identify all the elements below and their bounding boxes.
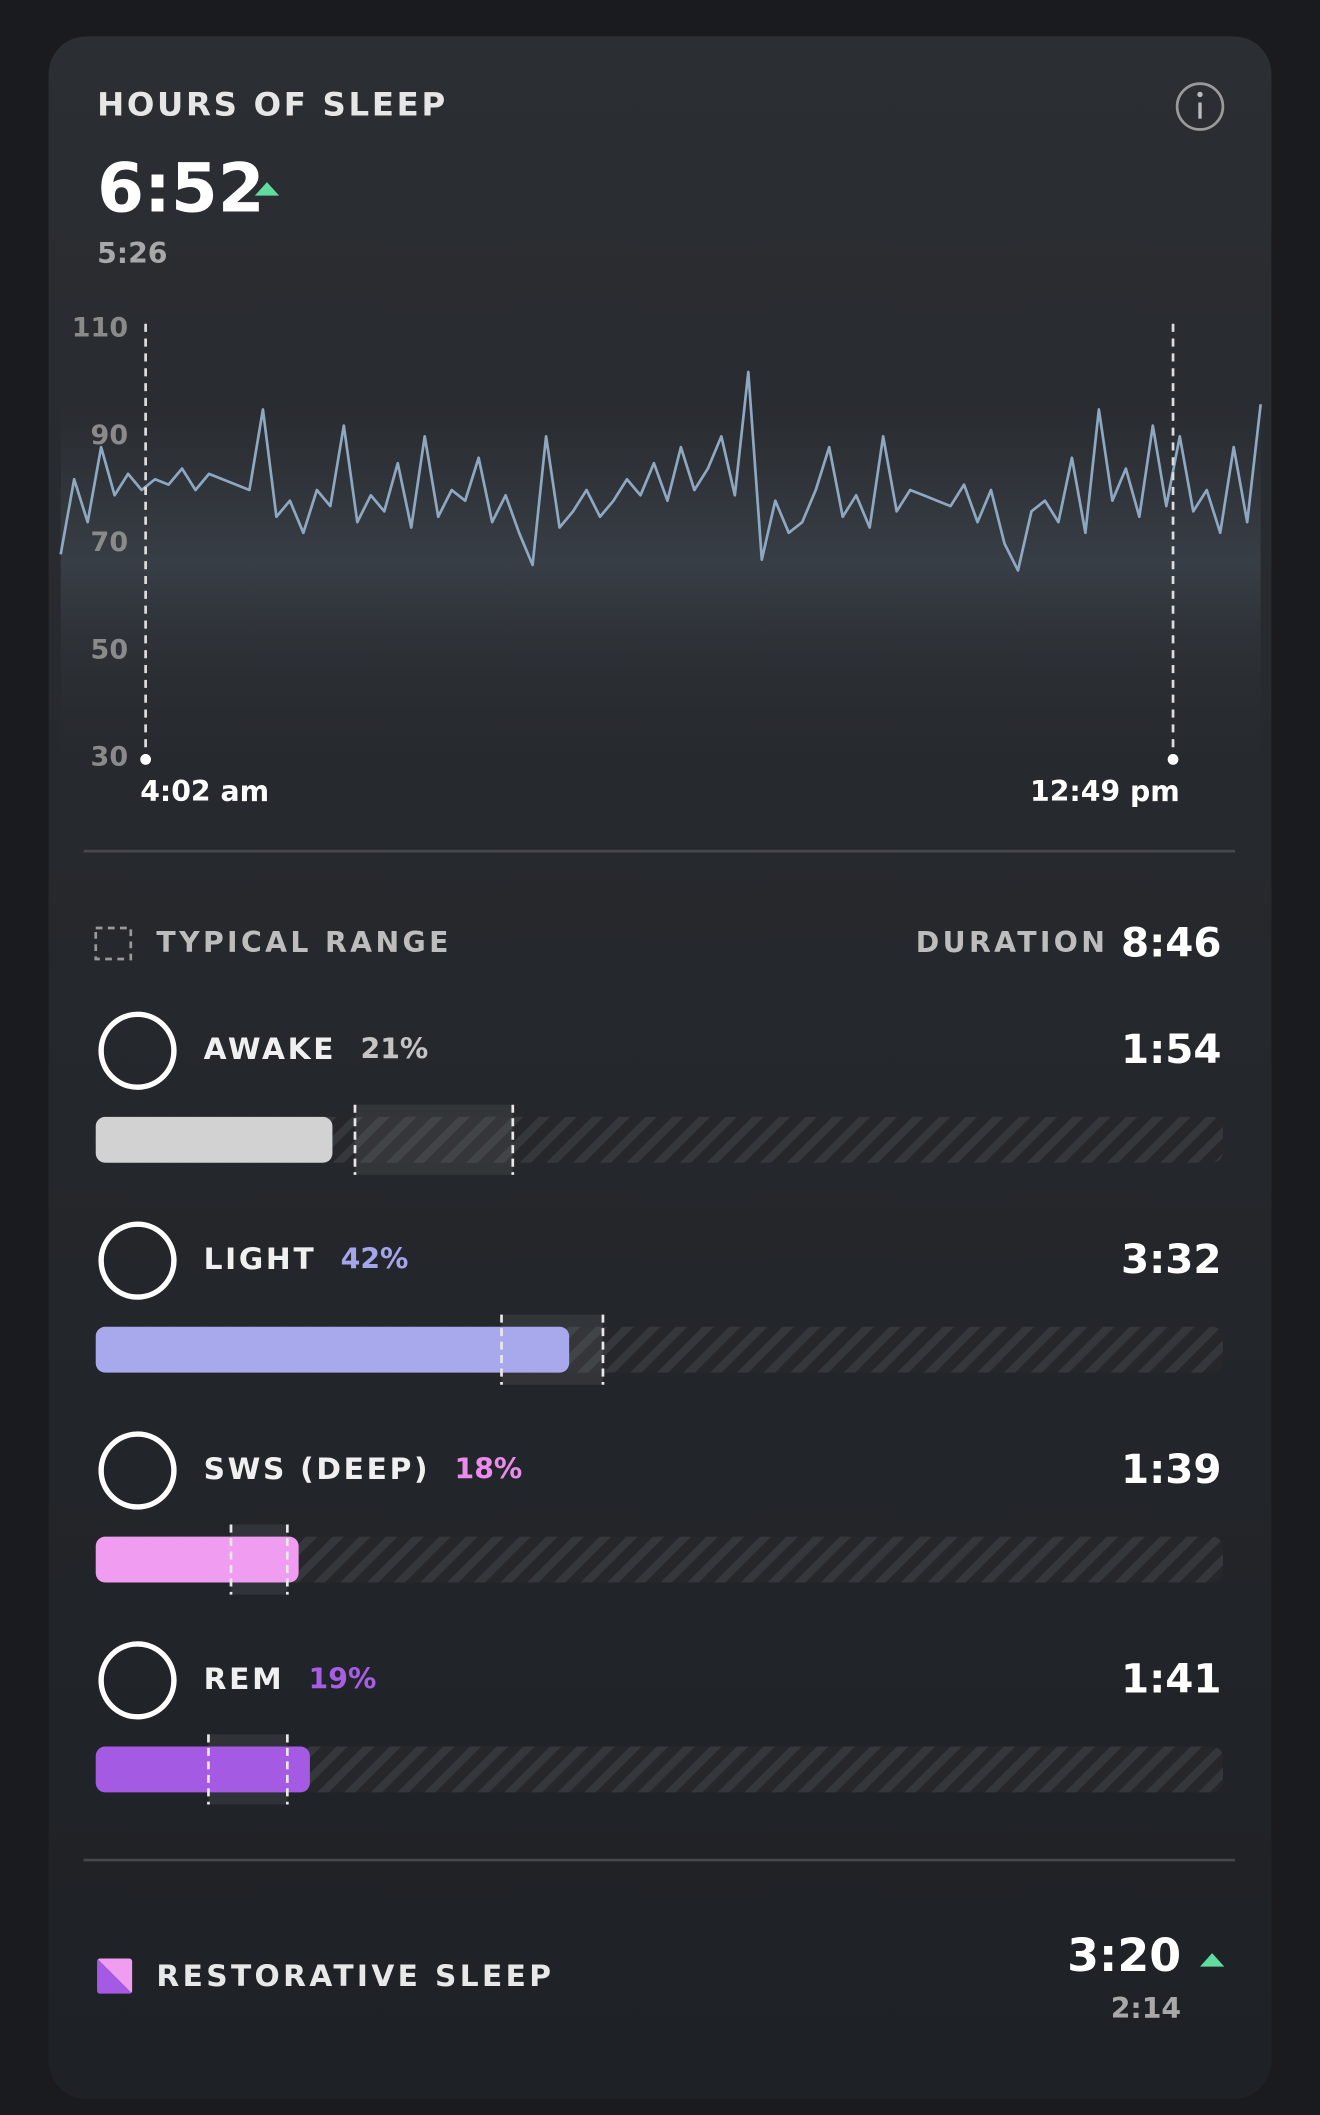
start-dot [140,754,152,765]
previous-hours: 5:26 [97,237,167,270]
stage-duration: 1:39 [1121,1445,1222,1493]
stage-name: REM [204,1661,285,1696]
stage-ring [98,1431,177,1510]
restorative-icon [97,1958,133,1994]
end-time: 12:49 pm [1030,775,1180,808]
title: HOURS OF SLEEP [97,86,448,124]
typical-range-label: TYPICAL RANGE [156,926,451,959]
stage-percent: 18% [455,1453,523,1486]
stage-duration: 1:54 [1121,1025,1222,1073]
y-tick-label: 30 [91,742,129,773]
typical-range-icon [94,926,133,961]
stage-name: AWAKE [204,1031,337,1066]
typical-range [354,1104,513,1175]
stage-track [95,1746,1223,1793]
duration-label: DURATION [916,926,1109,959]
y-tick-label: 90 [91,420,129,451]
stage-bar [95,1536,299,1583]
stage-name: LIGHT [204,1241,317,1276]
stage-bar [95,1746,310,1793]
stage-ring [98,1641,177,1720]
restorative-value: 3:20 [1067,1928,1181,1982]
chart-area-bg [60,404,1261,759]
stage-percent: 19% [309,1662,377,1695]
heart-rate-line [59,370,1263,572]
stages: AWAKE 21% 1:54 LIGHT 42% 3:32 SWS (DEEP) 18% 1:3… [95,1011,1223,1805]
stage-percent: 42% [341,1243,409,1276]
info-button[interactable] [1175,82,1225,131]
y-tick-label: 110 [72,313,128,344]
stage-track [95,1536,1223,1583]
stage-bar [95,1116,333,1163]
up-arrow [254,182,280,196]
stage-percent: 21% [361,1033,429,1066]
duration-value: 8:46 [1121,919,1222,967]
stage-name: SWS (DEEP) [204,1451,431,1486]
stage-ring [98,1221,177,1300]
y-tick-label: 70 [91,527,129,558]
up-arrow [1200,1953,1225,1967]
restorative-previous: 2:14 [1111,1992,1181,2025]
heart-rate-chart: 30 50 70 90 110 [59,313,1263,773]
y-tick-label: 50 [91,634,129,665]
stage-duration: 1:41 [1121,1655,1222,1703]
start-time: 4:02 am [140,775,269,808]
stage-duration: 3:32 [1121,1235,1222,1283]
sleep-hours: 6:52 [97,148,265,227]
stage-track [95,1116,1223,1163]
restorative-label: RESTORATIVE SLEEP [156,1958,554,1993]
stage-ring [98,1011,177,1090]
end-dot [1167,754,1179,765]
stage-bar [95,1326,570,1373]
